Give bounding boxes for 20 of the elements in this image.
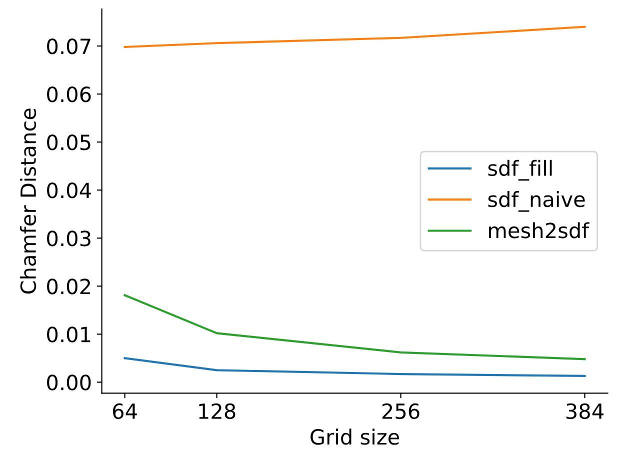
y-tick-label: 0.02	[47, 278, 90, 294]
line-series	[124, 294, 586, 360]
y-tick-label: 0.05	[47, 134, 90, 150]
line-series	[124, 357, 586, 377]
y-tick-label: 0.04	[47, 182, 91, 198]
legend-label: sdf_fill	[488, 160, 552, 181]
y-tick-label: 0.06	[47, 86, 91, 102]
x-tick-label: 384	[566, 403, 604, 420]
line-series	[124, 26, 586, 48]
y-axis-title: Chamfer Distance	[20, 108, 36, 294]
x-tick-label: 128	[199, 403, 236, 420]
legend-label: mesh2sdf	[489, 222, 590, 238]
legend-label: sdf_naive	[488, 191, 585, 212]
x-axis-title: Grid size	[310, 428, 400, 445]
y-tick-label: 0.03	[47, 230, 90, 246]
x-tick-label: 256	[382, 403, 420, 420]
x-tick-label: 64	[113, 403, 137, 420]
y-tick-label: 0.01	[47, 326, 90, 342]
y-tick-label: 0.00	[47, 374, 91, 390]
y-tick-label: 0.07	[47, 38, 90, 54]
